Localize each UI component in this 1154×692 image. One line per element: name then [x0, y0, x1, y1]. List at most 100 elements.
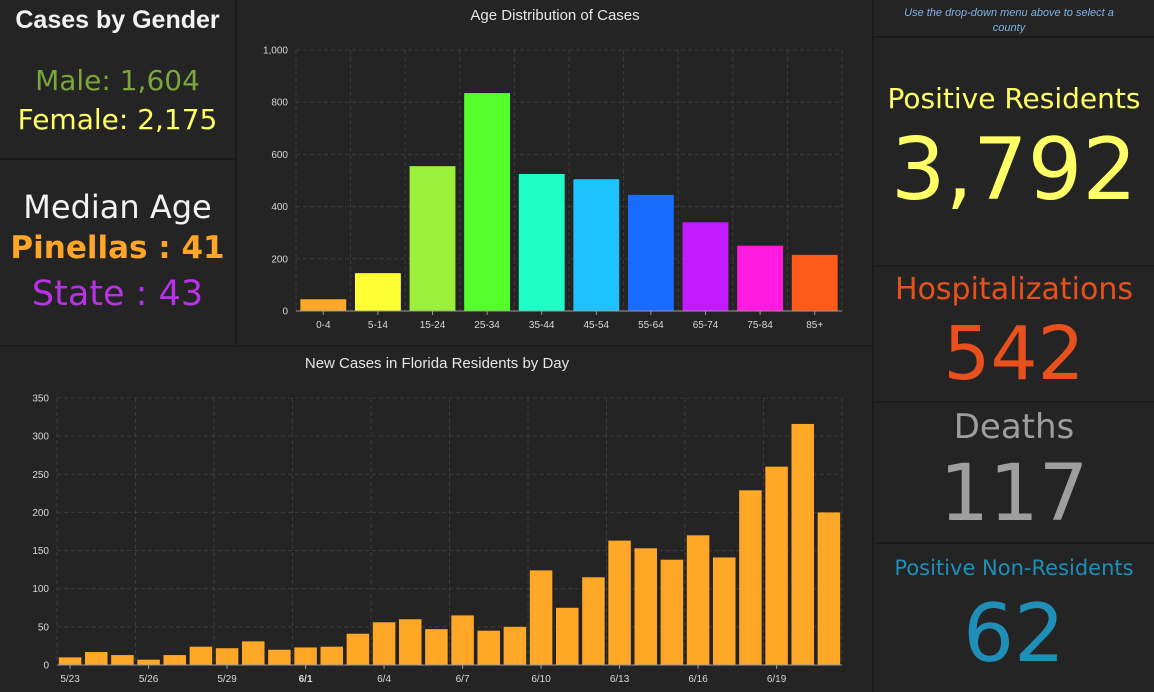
positive-residents-panel: Positive Residents 3,792: [874, 38, 1154, 265]
x-tick-label: 5-14: [368, 320, 388, 331]
bar-6/3: [346, 633, 370, 665]
bar-6/8: [477, 630, 501, 665]
female-count: Female: 2,175: [17, 103, 218, 136]
y-tick-label: 150: [32, 546, 49, 557]
median-age-panel: Median Age Pinellas : 41 State : 43: [0, 160, 235, 345]
age-distribution-chart: Age Distribution of Cases 0 200 400 600 800 1,…: [263, 7, 843, 331]
bar-15-24: [409, 166, 456, 311]
bar-6/11: [555, 607, 579, 665]
instruction-panel: Use the drop-down menu above to select a…: [874, 0, 1154, 36]
y-tick-label: 600: [271, 150, 288, 161]
bar-6/21: [817, 512, 841, 665]
bar-6/13: [608, 540, 631, 665]
county-median-age: Pinellas : 41: [10, 230, 225, 266]
bar-65-74: [682, 222, 729, 311]
positive-residents-value: 3,792: [890, 120, 1138, 220]
x-tick-label: 6/7: [456, 674, 470, 685]
deaths-label: Deaths: [953, 407, 1075, 447]
x-tick-label: 5/23: [60, 674, 80, 685]
bar-6/19: [765, 466, 788, 665]
deaths-panel: Deaths 117: [874, 403, 1154, 542]
bar-5/25: [111, 655, 134, 665]
bar-45-54: [573, 179, 620, 311]
bar-5/26: [137, 659, 160, 665]
bar-6/4: [372, 622, 396, 665]
bar-6/20: [791, 423, 815, 665]
y-tick-label: 1,000: [263, 46, 288, 57]
bar-85+: [791, 254, 838, 311]
male-count: Male: 1,604: [35, 64, 200, 97]
bar-6/5: [398, 619, 422, 665]
x-tick-label: 0-4: [316, 320, 331, 331]
x-tick-label: 6/10: [531, 674, 551, 685]
bar-5/27: [163, 655, 187, 665]
x-tick-label: 6/19: [767, 674, 787, 685]
positive-nonresidents-value: 62: [963, 587, 1065, 680]
x-tick-label: 45-54: [584, 320, 610, 331]
bar-5/30: [241, 641, 265, 665]
bar-5-14: [354, 273, 401, 311]
x-tick-label: 85+: [806, 320, 823, 331]
y-tick-label: 300: [32, 432, 49, 443]
y-tick-label: 800: [271, 98, 288, 109]
y-tick-label: 400: [271, 202, 288, 213]
positive-nonresidents-panel: Positive Non-Residents 62: [874, 544, 1154, 692]
bar-6/10: [529, 570, 553, 665]
x-tick-label: 75-84: [747, 320, 773, 331]
x-tick-label: 5/29: [217, 674, 237, 685]
median-age-title: Median Age: [23, 188, 212, 226]
y-tick-label: 250: [32, 470, 49, 481]
bar-5/29: [215, 648, 239, 665]
x-tick-label: 15-24: [420, 320, 446, 331]
bar-6/16: [686, 535, 710, 665]
bar-6/6: [425, 629, 448, 665]
hospitalizations-panel: Hospitalizations 542: [874, 267, 1154, 401]
bar-25-34: [464, 93, 511, 311]
bar-6/15: [660, 559, 684, 665]
y-tick-label: 0: [282, 307, 288, 318]
x-tick-label: 55-64: [638, 320, 664, 331]
gender-title: Cases by Gender: [15, 6, 220, 34]
bar-5/23: [58, 657, 82, 665]
y-tick-label: 200: [271, 254, 288, 265]
positive-residents-label: Positive Residents: [887, 82, 1141, 115]
bar-6/17: [712, 557, 736, 665]
deaths-value: 117: [939, 449, 1089, 539]
bar-6/14: [634, 548, 658, 665]
bar-6/1: [294, 647, 317, 665]
hospitalizations-label: Hospitalizations: [895, 272, 1133, 307]
y-tick-label: 100: [32, 584, 49, 595]
positive-nonresidents-label: Positive Non-Residents: [894, 556, 1134, 580]
bar-75-84: [737, 245, 784, 311]
bar-5/24: [84, 652, 108, 665]
gender-panel: Cases by Gender Male: 1,604 Female: 2,17…: [0, 0, 235, 158]
bar-5/28: [189, 646, 213, 665]
bar-6/12: [582, 577, 605, 665]
x-tick-label: 6/13: [610, 674, 630, 685]
x-tick-label: 5/26: [139, 674, 159, 685]
chart-title: New Cases in Florida Residents by Day: [305, 355, 570, 372]
bar-6/9: [503, 626, 527, 665]
daily-cases-panel: New Cases in Florida Residents by Day 0 50…: [0, 347, 872, 692]
state-median-age: State : 43: [31, 274, 204, 314]
bar-6/2: [320, 646, 344, 665]
x-tick-label: 25-34: [474, 320, 500, 331]
hospitalizations-value: 542: [943, 311, 1085, 397]
bar-6/7: [451, 615, 474, 665]
x-tick-label: 6/1: [299, 674, 313, 685]
y-tick-label: 0: [43, 661, 49, 672]
x-tick-label: 6/16: [688, 674, 708, 685]
bar-6/18: [739, 490, 762, 665]
bar-0-4: [300, 299, 347, 311]
y-tick-label: 50: [38, 622, 50, 633]
bar-55-64: [627, 194, 674, 311]
x-tick-label: 35-44: [529, 320, 555, 331]
y-tick-label: 200: [32, 508, 49, 519]
daily-cases-chart: New Cases in Florida Residents by Day 0 50…: [32, 355, 843, 685]
bar-35-44: [518, 173, 565, 311]
age-distribution-panel: Age Distribution of Cases 0 200 400 600 800 1,…: [237, 0, 872, 345]
chart-title: Age Distribution of Cases: [470, 7, 639, 24]
bar-5/31: [268, 649, 291, 665]
instruction-text: Use the drop-down menu above to select a…: [904, 7, 1114, 34]
x-tick-label: 65-74: [693, 320, 719, 331]
